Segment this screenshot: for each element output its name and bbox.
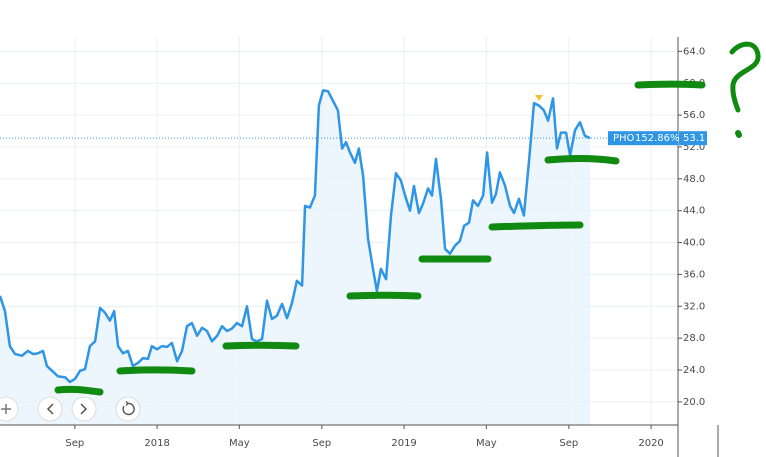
y-tick-label: 48.0 bbox=[683, 174, 705, 185]
area bbox=[0, 90, 591, 425]
hand-annotations bbox=[54, 41, 761, 396]
x-tick-label: Sep bbox=[65, 438, 84, 449]
y-tick-label: 44.0 bbox=[683, 206, 705, 217]
labels: 20.0 24.0 28.0 32.0 36.0 40.0 44.0 48.0 52.0 56.0… bbox=[65, 46, 707, 449]
y-tick-label: 32.0 bbox=[683, 301, 705, 312]
y-tick-label: 24.0 bbox=[683, 365, 705, 376]
reset-button[interactable] bbox=[115, 396, 141, 422]
y-tick-label: 20.0 bbox=[683, 397, 705, 408]
price-tag bbox=[608, 131, 678, 146]
last-value-label: 53.1 bbox=[683, 133, 705, 144]
last-value-tag bbox=[679, 131, 707, 146]
plot bbox=[0, 89, 678, 425]
marker bbox=[535, 95, 543, 101]
x-tick-label: 2018 bbox=[144, 438, 169, 449]
y-tick-label: 56.0 bbox=[683, 110, 705, 121]
zoom-in-button[interactable] bbox=[0, 396, 19, 422]
x-tick-label: 2019 bbox=[391, 438, 416, 449]
x-tick-label: 2020 bbox=[638, 438, 663, 449]
price-line bbox=[0, 89, 591, 384]
x-tick-label: Sep bbox=[559, 438, 578, 449]
scroll-right-button[interactable] bbox=[71, 396, 97, 422]
y-tick-label: 28.0 bbox=[683, 333, 705, 344]
y-tick-label: 52.0 bbox=[683, 142, 705, 153]
x-tick-label: May bbox=[476, 438, 497, 449]
y-tick-label: 40.0 bbox=[683, 238, 705, 249]
x-tick-label: Sep bbox=[312, 438, 331, 449]
x-tick-label: May bbox=[229, 438, 250, 449]
scroll-left-button[interactable] bbox=[37, 396, 63, 422]
y-tick-label: 64.0 bbox=[683, 46, 705, 57]
series-name: PHO bbox=[613, 133, 635, 144]
y-tick-label: 36.0 bbox=[683, 269, 705, 280]
change-label: 152.86% bbox=[635, 133, 680, 144]
